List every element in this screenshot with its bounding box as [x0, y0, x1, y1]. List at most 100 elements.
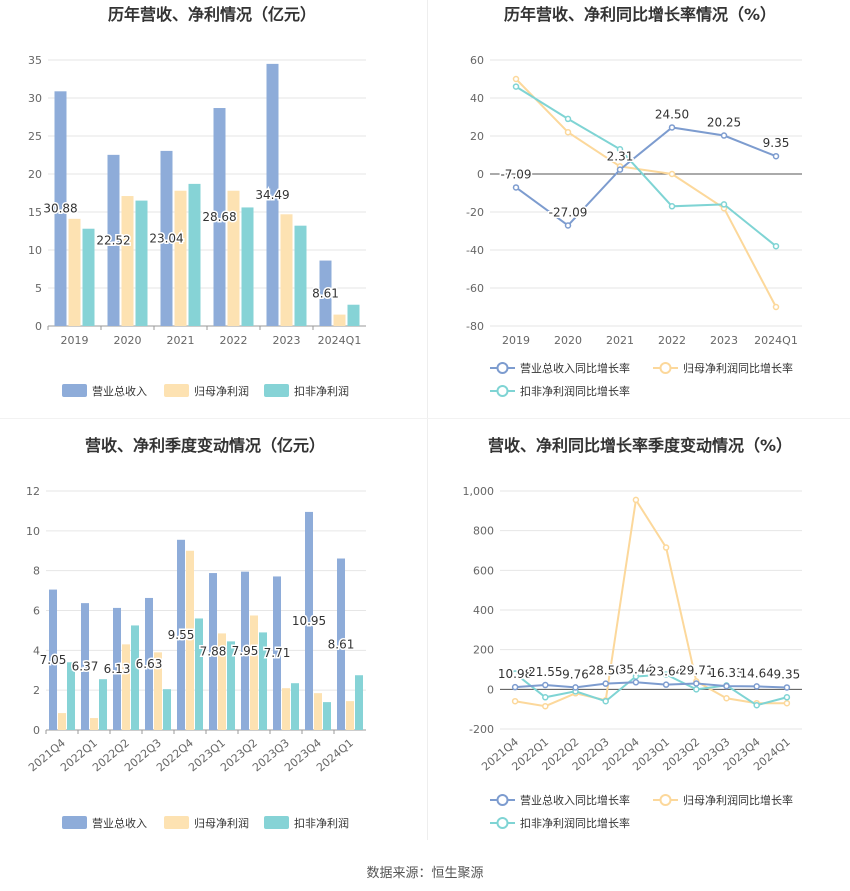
x-tick-label: 2021 — [167, 334, 195, 347]
bar-营业总收入 — [266, 63, 279, 326]
line-归母净利润同比增长率 — [514, 497, 787, 708]
data-label: -7.09 — [500, 167, 531, 181]
legend-label: 归母净利润同比增长率 — [683, 361, 793, 375]
legend-label: 归母净利润同比增长率 — [683, 793, 793, 807]
annual-growth-svg: 历年营收、净利同比增长率情况（%） -80 -60 -40 -20 0 20 40 60 2019… — [466, 5, 802, 398]
y-tick-label: -40 — [466, 244, 484, 257]
bar-扣非净利润 — [227, 641, 235, 730]
point-扣非净利润同比增长率 — [564, 115, 572, 123]
bar-扣非净利润 — [347, 304, 360, 326]
bar-营业总收入 — [273, 576, 281, 730]
data-label: 16.33 — [709, 666, 743, 680]
point-扣非净利润同比增长率 — [772, 242, 780, 250]
point-归母净利润同比增长率 — [662, 544, 670, 551]
point-扣非净利润同比增长率 — [720, 201, 728, 208]
data-label: 23.04 — [149, 231, 183, 245]
y-tick-label: -200 — [469, 723, 494, 736]
point-扣非净利润同比增长率 — [616, 146, 624, 153]
bar-扣非净利润 — [323, 702, 331, 730]
legend-swatch — [62, 384, 87, 397]
point-扣非净利润同比增长率 — [753, 701, 760, 709]
bar-归母净利润 — [174, 190, 187, 326]
legend-marker — [659, 362, 672, 374]
panel-divider-vertical — [427, 0, 428, 840]
legend-label: 扣非净利润 — [294, 384, 349, 398]
x-tick-label: 2020 — [554, 334, 582, 347]
point-营业总收入同比增长率 — [572, 684, 579, 691]
point-归母净利润同比增长率 — [512, 75, 520, 83]
point-营业总收入同比增长率 — [783, 684, 791, 691]
point-归母净利润同比增长率 — [542, 702, 549, 710]
data-label: 10.95 — [292, 614, 326, 628]
point-营业总收入同比增长率 — [602, 680, 609, 687]
y-tick-label: 60 — [470, 54, 484, 67]
bar-扣非净利润 — [294, 225, 307, 326]
bar-营业总收入 — [241, 571, 249, 730]
y-tick-label: 1,000 — [463, 485, 495, 498]
legend-swatch — [62, 816, 87, 829]
data-label: 2.31 — [607, 150, 634, 164]
data-source-footer: 数据来源：恒生聚源 — [0, 862, 850, 881]
y-tick-label: 0 — [487, 683, 494, 696]
point-扣非净利润同比增长率 — [511, 670, 519, 677]
point-扣非净利润同比增长率 — [542, 694, 549, 701]
bar-归母净利润 — [250, 615, 258, 730]
y-tick-label: 2 — [33, 684, 40, 697]
data-label: 6.63 — [136, 657, 163, 671]
data-label: 9.76 — [562, 667, 589, 681]
point-扣非净利润同比增长率 — [632, 673, 640, 680]
legend-swatch — [264, 816, 289, 829]
y-tick-label: -20 — [466, 206, 484, 219]
data-label: 20.25 — [707, 116, 741, 130]
line-扣非净利润同比增长率 — [515, 85, 777, 247]
point-扣非净利润同比增长率 — [602, 697, 609, 705]
data-label: 7.71 — [264, 646, 291, 660]
bar-归母净利润 — [68, 218, 81, 326]
point-扣非净利润同比增长率 — [668, 203, 676, 210]
data-label: 9.55 — [168, 628, 195, 642]
bar-扣非净利润 — [259, 632, 267, 730]
bar-营业总收入 — [177, 539, 185, 730]
bar-营业总收入 — [49, 589, 57, 730]
quarterly-growth-svg: 营收、净利同比增长率季度变动情况（%） -200 0 200 400 600 800 1,00… — [463, 436, 802, 830]
bar-归母净利润 — [58, 713, 66, 730]
y-tick-label: 0 — [477, 168, 484, 181]
y-tick-label: 20 — [28, 168, 42, 181]
bar-归母净利润 — [282, 688, 290, 730]
line-扣非净利润同比增长率 — [514, 672, 788, 707]
data-label: 9.35 — [763, 136, 790, 150]
y-tick-label: 0 — [35, 320, 42, 333]
x-tick-label: 2023 — [710, 334, 738, 347]
bar-营业总收入 — [107, 154, 120, 326]
data-label: 14.64 — [740, 666, 774, 680]
point-扣非净利润同比增长率 — [783, 694, 791, 701]
y-tick-label: 5 — [35, 282, 42, 295]
bar-归母净利润 — [121, 196, 134, 326]
annual-revenue-profit-svg: 历年营收、净利情况（亿元） 0 5 10 15 20 25 30 35 2019 30.88 2020… — [28, 5, 366, 398]
x-tick-label: 2022 — [220, 334, 248, 347]
y-tick-label: 20 — [470, 130, 484, 143]
legend-swatch — [164, 816, 189, 829]
point-扣非净利润同比增长率 — [693, 686, 700, 693]
x-tick-label: 2022 — [658, 334, 686, 347]
data-label: 22.52 — [96, 233, 130, 247]
point-归母净利润同比增长率 — [783, 699, 791, 707]
legend-label: 扣非净利润同比增长率 — [520, 816, 630, 830]
data-label: 10.98 — [498, 667, 532, 681]
legend-label: 归母净利润 — [194, 384, 249, 398]
bar-归母净利润 — [346, 701, 354, 730]
y-tick-label: 0 — [33, 724, 40, 737]
y-tick-label: 10 — [26, 525, 40, 538]
legend-swatch — [164, 384, 189, 397]
point-营业总收入同比增长率 — [668, 124, 676, 131]
bar-扣非净利润 — [291, 683, 299, 730]
point-归母净利润同比增长率 — [723, 695, 730, 702]
data-label: 6.37 — [72, 660, 99, 674]
bar-营业总收入 — [81, 603, 89, 730]
point-营业总收入同比增长率 — [564, 222, 572, 229]
point-归母净利润同比增长率 — [632, 496, 640, 504]
data-label: 23.64 — [649, 665, 683, 679]
y-tick-label: 30 — [28, 92, 42, 105]
bar-营业总收入 — [213, 108, 226, 326]
data-label: 24.50 — [655, 107, 689, 121]
